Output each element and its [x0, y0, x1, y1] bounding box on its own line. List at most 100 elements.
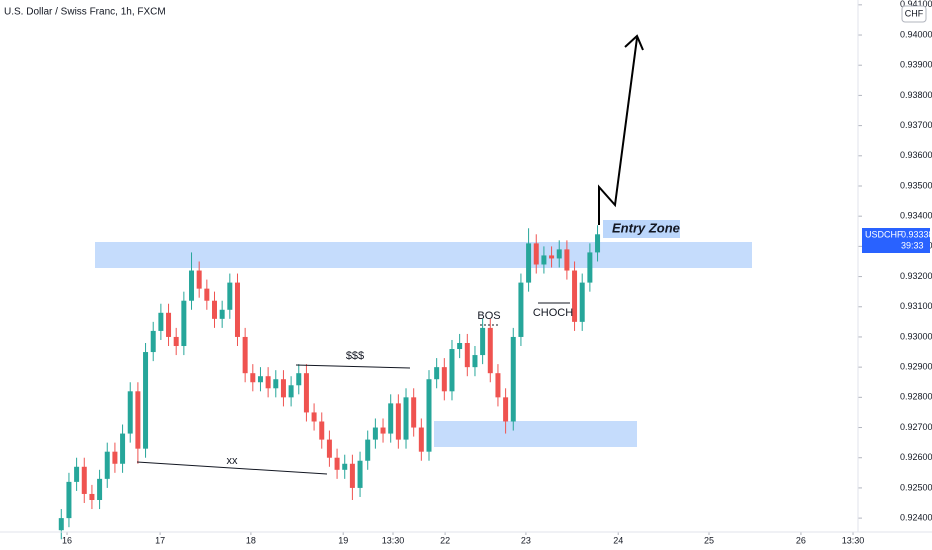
candle-body: [595, 234, 601, 253]
candle-body: [587, 252, 593, 283]
candle-body: [441, 367, 447, 392]
candle-body: [112, 451, 118, 464]
candle-body: [495, 373, 501, 398]
arrow-head: [624, 34, 644, 51]
candle-body: [388, 403, 394, 434]
candle-body: [166, 312, 172, 337]
candle-body: [526, 243, 532, 283]
candle-body: [472, 355, 478, 368]
candle-body: [518, 282, 524, 337]
candle-body: [311, 412, 317, 422]
price-label: 0.92900: [900, 362, 932, 372]
candle-body: [58, 518, 64, 531]
price-label: 0.94100: [900, 0, 932, 9]
candle-body: [127, 391, 133, 434]
time-label: 18: [246, 535, 256, 545]
candle-body: [480, 327, 486, 356]
price-label: 0.93800: [900, 90, 932, 100]
candle-body: [418, 427, 424, 452]
candle-body: [173, 336, 179, 347]
entry-zone-label: Entry Zone: [612, 220, 680, 235]
time-label: 26: [796, 535, 806, 545]
candle-body: [120, 433, 126, 464]
candle-body: [143, 352, 149, 449]
range-label: xx: [227, 455, 239, 467]
time-label: 17: [155, 535, 165, 545]
candle-body: [66, 481, 72, 519]
range-line: [136, 461, 328, 475]
price-label: 0.92800: [900, 392, 932, 402]
currency-badge: [901, 5, 927, 23]
candle-body: [250, 373, 256, 383]
projection-arrow: [598, 37, 638, 225]
symbol: USDCHF: [865, 229, 903, 239]
currency: CHF: [905, 8, 924, 18]
demand-zone: [434, 421, 637, 447]
candle-body: [411, 397, 417, 428]
candle-body: [89, 493, 95, 500]
time-label: 24: [613, 535, 623, 545]
candle-body: [326, 439, 332, 458]
candle-body: [556, 249, 562, 259]
candle-body: [403, 397, 409, 440]
candle-body: [564, 249, 570, 271]
candle-body: [365, 439, 371, 461]
countdown: 39:33: [901, 240, 924, 250]
candle-body: [549, 255, 555, 259]
candle-body: [303, 373, 309, 413]
candle-body: [104, 451, 110, 479]
candle-body: [280, 379, 286, 398]
candle-body: [503, 397, 509, 422]
candle-body: [234, 282, 240, 337]
time-label: 25: [704, 535, 714, 545]
candle-body: [265, 376, 271, 389]
chart-title: U.S. Dollar / Swiss Franc, 1h, FXCM: [4, 7, 166, 18]
candle-body: [579, 282, 585, 322]
candle-body: [541, 255, 547, 265]
price-label: 0.93000: [900, 331, 932, 341]
candle-body: [212, 300, 217, 319]
price-label: 0.93600: [900, 150, 932, 160]
candle-body: [196, 270, 202, 289]
candle-body: [349, 463, 355, 488]
candle-body: [487, 327, 493, 374]
price-label: 0.93700: [900, 120, 932, 130]
candle-body: [204, 288, 210, 301]
price-label: 0.92600: [900, 452, 932, 462]
candle-body: [158, 312, 164, 331]
candle-body: [74, 466, 80, 482]
candle-body: [227, 282, 233, 310]
time-label: 23: [521, 535, 531, 545]
candle-body: [242, 336, 248, 374]
candle-body: [334, 457, 340, 470]
last-price: 0.93338: [901, 229, 932, 239]
price-label: 0.94000: [900, 29, 932, 39]
price-label: 0.93400: [900, 211, 932, 221]
candle-body: [288, 385, 294, 398]
candle-body: [296, 373, 302, 386]
candle-body: [380, 427, 386, 434]
time-label: 13:30: [382, 535, 405, 545]
candle-body: [181, 300, 187, 347]
candle-body: [357, 460, 363, 488]
candle-body: [342, 463, 348, 470]
liquidity-line: [295, 364, 411, 369]
price-label: 0.93100: [900, 301, 932, 311]
choch-label: CHOCH: [533, 307, 573, 319]
candle-body: [464, 342, 470, 368]
price-label: 0.93200: [900, 271, 932, 281]
price-label: 0.92400: [900, 512, 932, 522]
price-label: 0.93900: [900, 60, 932, 70]
price-label: 0.92700: [900, 422, 932, 432]
candle-body: [510, 336, 516, 422]
candle-body: [426, 379, 432, 452]
time-label: 19: [338, 535, 348, 545]
candle-body: [81, 466, 87, 494]
entry-zone-box: [603, 220, 680, 238]
time-label: 13:30: [842, 535, 865, 545]
time-label: 16: [62, 535, 72, 545]
price-label: 0.93500: [900, 180, 932, 190]
candle-body: [395, 403, 401, 440]
